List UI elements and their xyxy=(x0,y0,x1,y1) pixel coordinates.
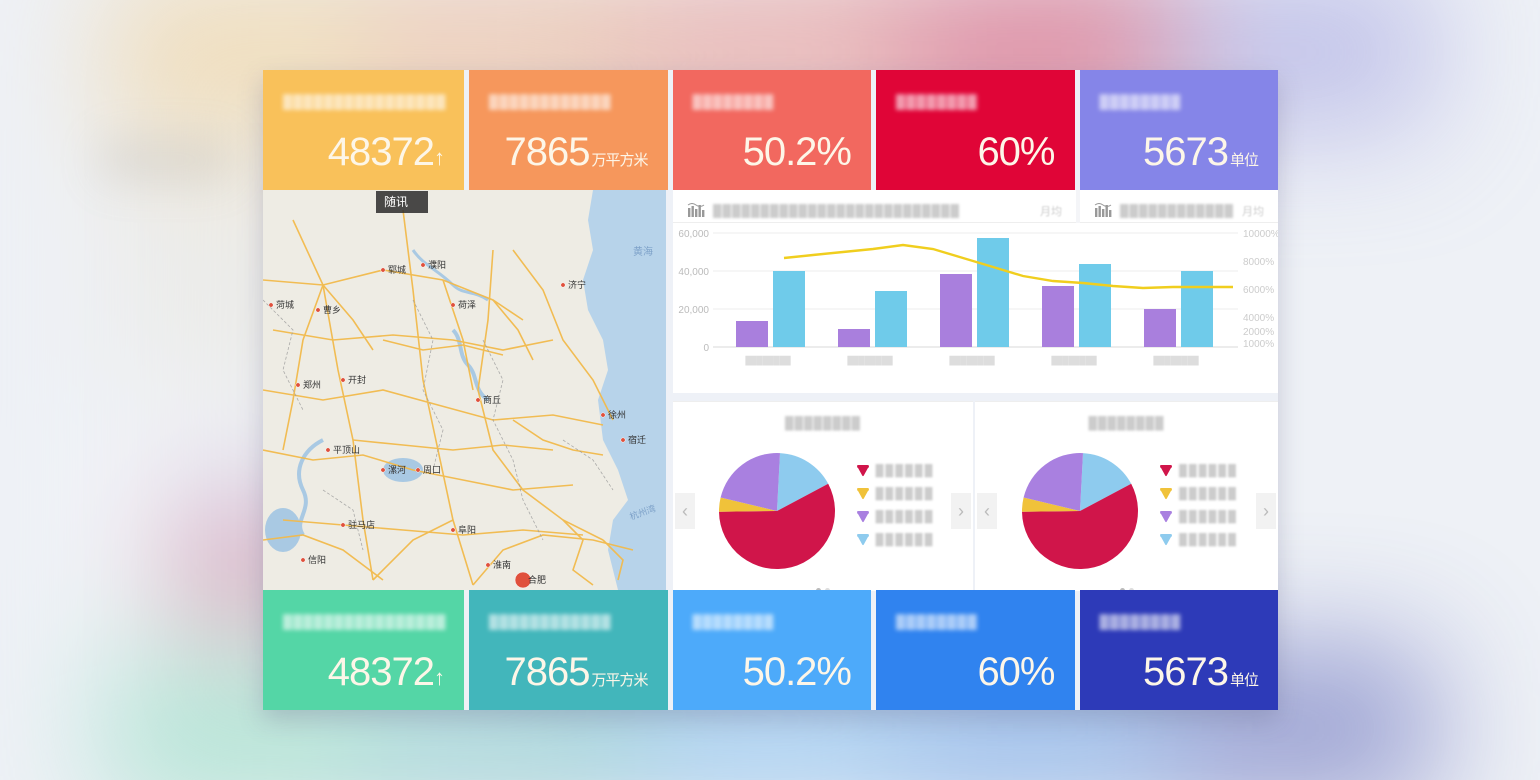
svg-text:济宁: 济宁 xyxy=(568,279,586,290)
svg-text:60,000: 60,000 xyxy=(678,229,709,240)
svg-text:荷泽: 荷泽 xyxy=(458,300,476,310)
svg-text:郓城: 郓城 xyxy=(388,265,406,275)
svg-text:驻马店: 驻马店 xyxy=(348,519,375,530)
svg-text:郑州: 郑州 xyxy=(303,379,321,390)
svg-text:淮南: 淮南 xyxy=(493,559,511,570)
svg-text:开封: 开封 xyxy=(221,214,245,228)
svg-text:████████: ████████ xyxy=(949,355,995,366)
svg-text:10000%: 10000% xyxy=(1243,229,1278,240)
svg-text:合肥: 合肥 xyxy=(528,574,546,585)
svg-text:周口: 周口 xyxy=(423,465,441,475)
svg-text:信阳: 信阳 xyxy=(308,554,326,565)
svg-text:0: 0 xyxy=(703,343,709,354)
svg-text:████████: ████████ xyxy=(847,355,893,366)
svg-text:2000%: 2000% xyxy=(1243,327,1274,338)
svg-text:黄海: 黄海 xyxy=(633,245,653,258)
svg-text:████████: ████████ xyxy=(1153,355,1199,366)
svg-text:████████: ████████ xyxy=(1051,355,1097,366)
svg-text:宿迁: 宿迁 xyxy=(628,434,646,445)
svg-text:████████: ████████ xyxy=(745,355,791,366)
svg-text:4000%: 4000% xyxy=(1243,313,1274,324)
svg-text:漯河: 漯河 xyxy=(388,464,406,475)
svg-text:濮阳: 濮阳 xyxy=(428,259,446,270)
svg-text:商丘: 商丘 xyxy=(483,394,501,405)
svg-text:随讯: 随讯 xyxy=(384,194,408,209)
svg-text:曹乡: 曹乡 xyxy=(323,304,341,315)
svg-text:开封: 开封 xyxy=(348,374,366,385)
svg-text:8000%: 8000% xyxy=(1243,257,1274,268)
svg-text:平顶山: 平顶山 xyxy=(333,445,360,455)
svg-text:平顶山: 平顶山 xyxy=(202,306,237,319)
svg-text:菏城: 菏城 xyxy=(276,300,294,310)
svg-text:40,000: 40,000 xyxy=(678,267,709,278)
svg-text:1000%: 1000% xyxy=(1243,339,1274,350)
svg-text:20,000: 20,000 xyxy=(678,305,709,316)
svg-text:徐州: 徐州 xyxy=(608,409,626,420)
svg-text:6000%: 6000% xyxy=(1243,285,1274,296)
svg-text:郑州: 郑州 xyxy=(163,220,186,234)
svg-text:阜阳: 阜阳 xyxy=(458,524,476,535)
